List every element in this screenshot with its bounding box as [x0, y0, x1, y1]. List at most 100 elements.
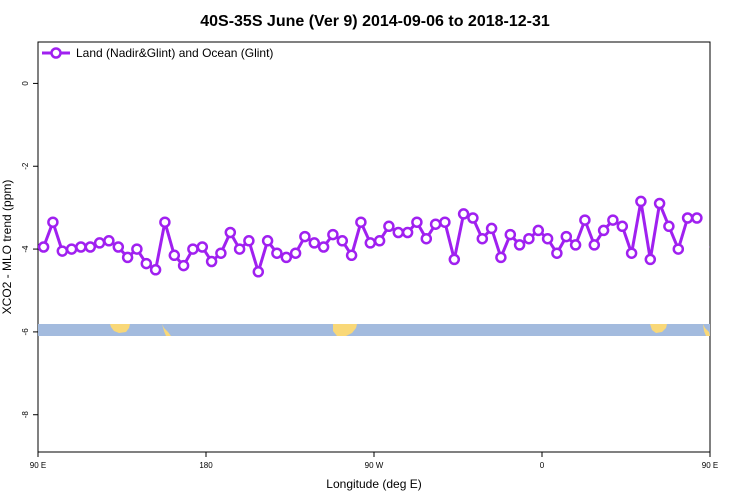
data-point: [289, 247, 302, 259]
data-point: [607, 214, 619, 226]
data-point: [336, 235, 349, 247]
chart-title: 40S-35S June (Ver 9) 2014-09-06 to 2018-…: [200, 13, 550, 30]
data-point: [495, 251, 507, 264]
data-point: [317, 241, 330, 253]
data-point: [355, 216, 367, 228]
x-axis-ticks: 90 E 180 90 W 0 90 E: [30, 452, 718, 470]
y-tick-label: -8: [21, 411, 30, 419]
data-point: [243, 235, 255, 247]
data-point: [429, 218, 442, 230]
data-point: [65, 243, 78, 255]
data-point: [616, 220, 629, 233]
data-point: [644, 253, 657, 266]
data-point: [411, 216, 423, 228]
x-tick-label: 90 E: [702, 461, 718, 470]
data-point: [439, 216, 451, 228]
data-point: [327, 228, 339, 241]
data-point: [233, 243, 246, 255]
legend: Land (Nadir&Glint) and Ocean (Glint): [42, 46, 273, 60]
data-point: [523, 232, 535, 245]
data-point: [467, 212, 479, 224]
data-point: [224, 226, 237, 239]
data-point: [681, 212, 694, 224]
data-point: [532, 224, 545, 237]
data-point: [364, 237, 377, 249]
data-point: [476, 232, 489, 245]
data-point: [588, 239, 601, 251]
data-point: [401, 226, 414, 239]
data-point: [663, 220, 675, 233]
data-point: [196, 241, 209, 253]
y-tick-label: -6: [21, 328, 30, 336]
data-point: [345, 249, 358, 262]
legend-label: Land (Nadir&Glint) and Ocean (Glint): [76, 46, 273, 60]
y-tick-label: 0: [21, 81, 30, 86]
land-patch-south-america-repeat: [650, 324, 667, 333]
data-point: [177, 259, 190, 272]
data-point: [131, 243, 143, 255]
data-point: [569, 239, 582, 251]
data-point: [392, 226, 405, 239]
data-point: [373, 235, 386, 247]
data-point: [653, 197, 666, 210]
data-point: [485, 222, 498, 235]
x-tick-label: 90 W: [365, 461, 384, 470]
data-point: [560, 230, 573, 243]
data-point: [103, 235, 115, 247]
data-point: [280, 251, 293, 264]
data-point: [691, 212, 703, 224]
data-point: [47, 216, 59, 228]
data-point: [457, 208, 470, 220]
data-point: [271, 247, 283, 259]
data-point: [299, 230, 311, 243]
data-point: [625, 247, 638, 259]
y-tick-label: -4: [21, 245, 30, 253]
land-patch-africa: [333, 324, 357, 336]
ocean-band: [38, 324, 710, 336]
data-point: [635, 195, 647, 208]
data-point: [579, 214, 591, 226]
data-point: [205, 255, 218, 268]
data-point: [215, 247, 227, 259]
data-point: [140, 257, 153, 270]
data-point: [551, 247, 563, 259]
x-axis-label: Longitude (deg E): [326, 477, 421, 491]
land-patch-new-zealand-repeat: [703, 324, 710, 336]
data-point: [84, 241, 97, 253]
data-point: [513, 239, 526, 251]
x-tick-label: 0: [540, 461, 545, 470]
x-tick-label: 90 E: [30, 461, 46, 470]
land-patch-south-america: [110, 324, 130, 333]
data-point: [149, 264, 162, 276]
series-layer: [38, 195, 710, 278]
data-point: [448, 253, 461, 266]
land-patch-new-zealand: [162, 324, 171, 336]
data-point: [187, 243, 199, 255]
plot-area: 90 E 180 90 W 0 90 E 0 -2 -4 -6 -8: [21, 41, 718, 470]
y-tick-label: -2: [21, 162, 30, 170]
y-axis-label: XCO2 - MLO trend (ppm): [0, 180, 14, 315]
data-point: [112, 241, 125, 253]
legend-marker-swatch: [50, 47, 62, 59]
data-point: [75, 241, 87, 253]
data-point: [308, 237, 321, 249]
data-point: [252, 266, 265, 278]
data-point: [261, 235, 274, 247]
data-point: [672, 243, 685, 255]
y-axis-ticks: 0 -2 -4 -6 -8: [21, 81, 38, 419]
data-point: [56, 245, 69, 257]
data-point: [504, 228, 517, 241]
data-point: [597, 224, 610, 237]
x-tick-label: 180: [199, 461, 213, 470]
data-point: [159, 216, 171, 228]
data-point: [93, 237, 106, 249]
data-point: [420, 232, 433, 245]
data-point: [541, 232, 554, 245]
data-point: [383, 220, 395, 233]
data-point: [38, 241, 50, 253]
data-point: [168, 249, 181, 262]
data-point: [121, 251, 134, 264]
land-ocean-strip: [38, 324, 710, 336]
